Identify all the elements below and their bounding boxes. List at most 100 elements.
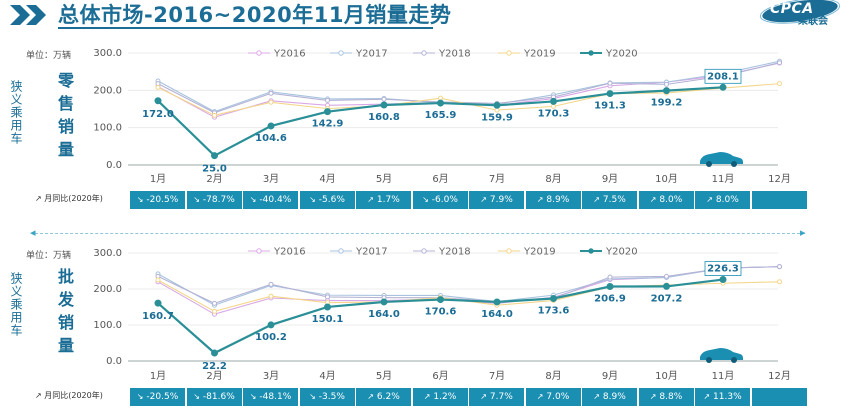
yoy-value: 7.5% (602, 195, 626, 205)
yoy-cell: ↘ -81.6% (186, 388, 242, 406)
data-point-y2020 (663, 282, 670, 290)
x-tick-label: 6月 (432, 370, 448, 382)
down-trend-icon: ↘ (249, 195, 257, 204)
data-point-y2018 (607, 274, 613, 280)
wholesale-line-chart: 0.0 100.0 200.0 300.0 1月 2月 3月 4月 5月 6月 7月 8月 9月 10月 1… (93, 247, 791, 383)
data-point-y2018 (381, 96, 387, 102)
data-label: 199.2 (651, 98, 683, 109)
down-trend-icon: ↘ (193, 195, 200, 204)
logo-text: CPCA (770, 1, 814, 17)
yoy-cell (751, 388, 807, 406)
data-label: 160.7 (142, 311, 174, 322)
up-trend-icon: ↗ (536, 195, 544, 204)
series-line-y2018 (157, 266, 780, 304)
yoy-label-text: 月同比(2020年) (44, 391, 103, 400)
data-point-y2020 (550, 97, 557, 105)
yoy-value: 6.2% (376, 392, 400, 402)
x-tick-label: 9月 (602, 173, 618, 185)
legend-marker (588, 248, 594, 254)
yoy-value: 8.8% (659, 392, 683, 402)
legend-marker (338, 248, 344, 254)
x-tick-label: 7月 (489, 173, 505, 185)
y-tick-label: 300.0 (93, 48, 122, 59)
data-point-y2019 (777, 279, 782, 285)
legend-label: Y2020 (605, 247, 638, 258)
yoy-value: 7.0% (546, 392, 570, 402)
data-point-y2019 (777, 81, 782, 87)
yoy-cell: ↗ 8.0% (695, 191, 750, 209)
data-label: 160.8 (368, 112, 400, 123)
side-label: 狭义乘用车 (9, 80, 23, 145)
legend-marker (421, 50, 427, 56)
data-point-y2020 (324, 108, 331, 116)
data-point-y2019 (268, 293, 274, 299)
highlight-box (704, 68, 742, 84)
x-tick-label: 3月 (263, 370, 279, 382)
unit-label: 单位：万辆 (26, 251, 72, 261)
legend-marker (338, 50, 344, 56)
yoy-cell: ↘ -78.7% (186, 191, 242, 209)
yoy-value: 8.9% (546, 195, 570, 205)
x-tick-label: 12月 (768, 173, 791, 185)
legend-label: Y2019 (523, 49, 556, 60)
page-title: 总体市场-2016~2020年11月销量走势 (58, 3, 452, 27)
data-label: 164.0 (368, 309, 400, 320)
car-icon (700, 152, 743, 167)
data-point-y2020 (154, 299, 162, 307)
highlight-box (704, 261, 742, 276)
legend-label: Y2016 (273, 49, 306, 60)
legend-label: Y2018 (438, 49, 471, 60)
data-point-y2019 (155, 84, 161, 90)
yoy-cell: ↗ 8.9% (582, 388, 637, 406)
yoy-cell: ↗ 7.7% (469, 388, 524, 406)
legend-marker (256, 50, 262, 56)
data-point-y2020 (606, 283, 614, 291)
yoy-value: -78.7% (202, 195, 235, 205)
data-point-y2020 (493, 101, 501, 109)
data-label: 150.1 (312, 314, 344, 325)
x-tick-label: 12月 (768, 370, 791, 382)
data-point-y2020 (606, 90, 614, 98)
data-point-y2018 (777, 60, 782, 66)
yoy-value: -5.6% (318, 195, 345, 205)
x-tick-label: 11月 (712, 173, 735, 185)
y-tick-label: 200.0 (93, 85, 122, 96)
data-point-y2018 (664, 273, 669, 279)
data-point-y2018 (325, 97, 330, 103)
data-label: 170.3 (538, 108, 570, 119)
down-trend-icon: ↘ (136, 195, 144, 204)
car-body (700, 152, 743, 164)
x-tick-label: 10月 (655, 173, 678, 185)
data-point-y2018 (607, 80, 613, 86)
y-tick-label: 0.0 (106, 356, 122, 367)
y-tick-label: 100.0 (93, 123, 122, 134)
up-trend-icon: ↗ (593, 195, 600, 204)
x-tick-label: 5月 (376, 173, 392, 185)
chart-type-label: 零售销量 (55, 72, 74, 164)
up-trend-icon: ↗ (703, 392, 711, 401)
data-point-y2018 (777, 264, 782, 270)
yoy-cell: ↘ -6.0% (412, 191, 468, 209)
yoy-cell (751, 191, 807, 209)
data-point-y2020 (154, 97, 162, 105)
car-icon (700, 348, 743, 363)
unit-label: 单位：万辆 (26, 51, 72, 61)
data-point-y2020 (663, 87, 670, 95)
car-wheel (731, 357, 737, 363)
car-wheel (706, 357, 712, 363)
up-trend-icon: ↗ (480, 195, 487, 204)
series-line-y2017 (157, 266, 780, 306)
yoy-value: -6.0% (431, 195, 458, 205)
yoy-cell: ↘ -48.1% (243, 388, 298, 406)
data-point-y2020 (437, 296, 444, 304)
data-label: 191.3 (594, 101, 626, 112)
data-label: 164.0 (481, 309, 513, 320)
data-point-y2020 (324, 303, 331, 311)
title-underline (58, 27, 433, 29)
legend-label: Y2017 (355, 49, 388, 60)
yoy-cell: ↗ 7.0% (525, 388, 581, 406)
legend-label: Y2018 (438, 247, 471, 258)
legend-label: Y2019 (523, 247, 556, 258)
yoy-value: 11.3% (713, 392, 742, 402)
yoy-value: -20.5% (146, 195, 179, 205)
